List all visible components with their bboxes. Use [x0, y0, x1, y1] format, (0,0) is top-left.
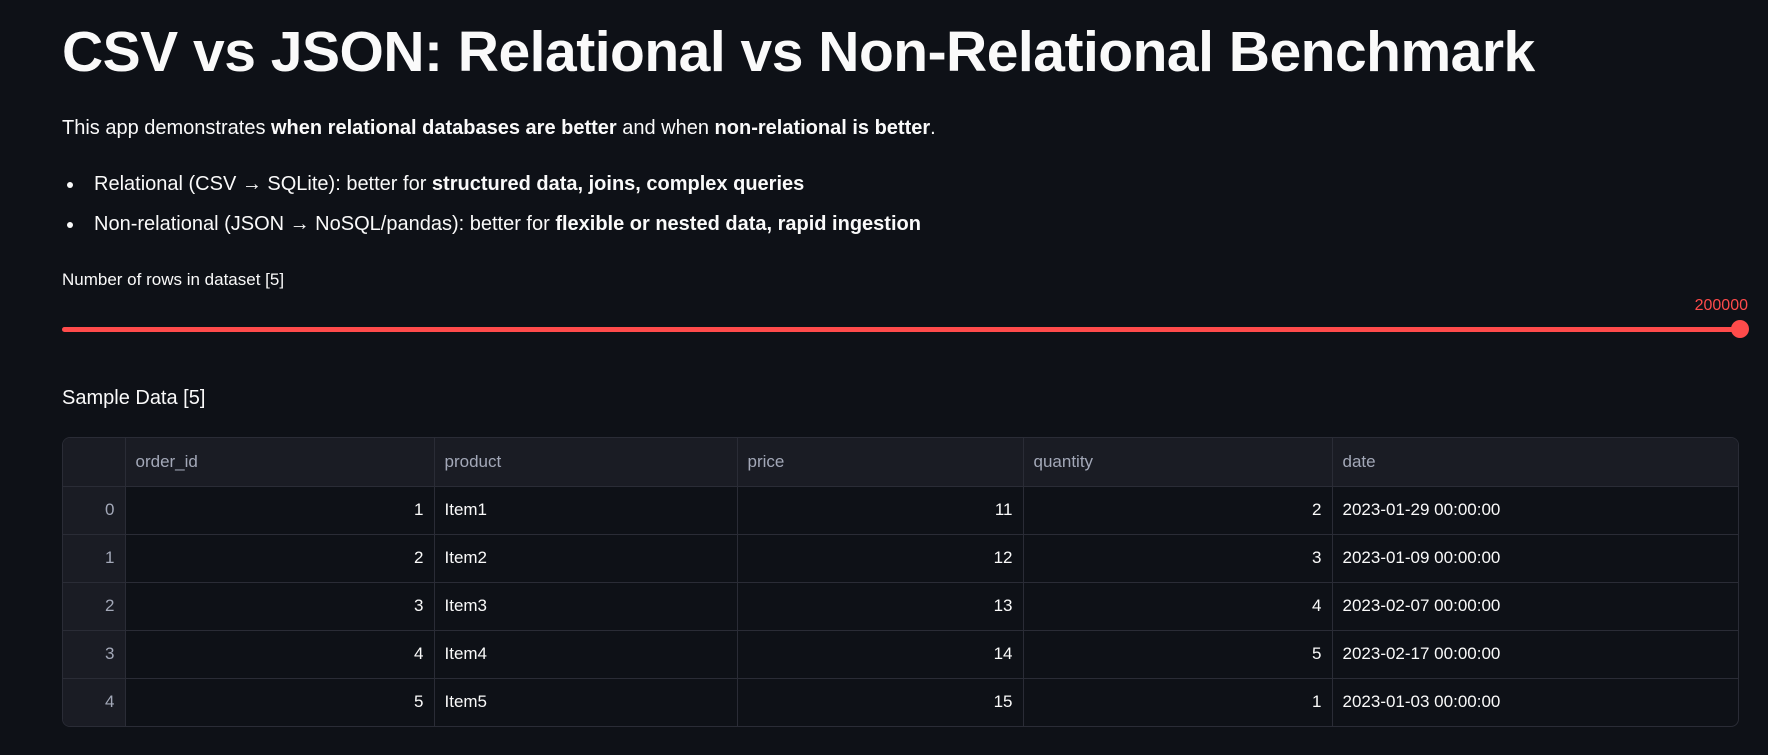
bullet-text: Relational (CSV → SQLite): better for	[94, 173, 432, 195]
intro-suffix: .	[930, 117, 936, 139]
sample-data-table[interactable]: order_id product price quantity date 0 1…	[62, 437, 1739, 727]
price-cell[interactable]: 14	[737, 630, 1024, 679]
column-header-index	[63, 438, 126, 487]
rows-slider-handle[interactable]	[1731, 320, 1749, 338]
table-row: 2 3 Item3 13 4 2023-02-07 00:00:00	[63, 582, 1738, 631]
column-header-quantity[interactable]: quantity	[1023, 438, 1333, 487]
intro-middle: and when	[616, 117, 715, 139]
product-cell[interactable]: Item3	[434, 582, 738, 631]
bullet-bold: flexible or nested data, rapid ingestion	[555, 213, 921, 235]
price-cell[interactable]: 15	[737, 678, 1024, 726]
bullet-bold: structured data, joins, complex queries	[431, 173, 805, 195]
product-cell[interactable]: Item4	[434, 630, 738, 679]
row-index-cell: 3	[63, 630, 126, 679]
list-item-relational: Relational (CSV → SQLite): better for st…	[62, 168, 921, 208]
comparison-list: Relational (CSV → SQLite): better for st…	[62, 168, 921, 248]
quantity-cell[interactable]: 1	[1023, 678, 1333, 726]
table-row: 0 1 Item1 11 2 2023-01-29 00:00:00	[63, 486, 1738, 535]
intro-bold-nonrelational: non-relational is better	[714, 117, 931, 139]
table-row: 4 5 Item5 15 1 2023-01-03 00:00:00	[63, 678, 1738, 726]
row-index-cell: 4	[63, 678, 126, 726]
date-cell[interactable]: 2023-01-29 00:00:00	[1332, 486, 1738, 535]
quantity-cell[interactable]: 3	[1023, 534, 1333, 583]
rows-slider-fill	[62, 327, 1740, 332]
quantity-cell[interactable]: 4	[1023, 582, 1333, 631]
product-cell[interactable]: Item2	[434, 534, 738, 583]
quantity-cell[interactable]: 2	[1023, 486, 1333, 535]
column-header-product[interactable]: product	[434, 438, 738, 487]
quantity-cell[interactable]: 5	[1023, 630, 1333, 679]
rows-slider-label: Number of rows in dataset [5]	[62, 270, 285, 289]
order-id-cell[interactable]: 3	[125, 582, 435, 631]
product-cell[interactable]: Item5	[434, 678, 738, 726]
date-cell[interactable]: 2023-02-07 00:00:00	[1332, 582, 1738, 631]
order-id-cell[interactable]: 2	[125, 534, 435, 583]
row-index-cell: 2	[63, 582, 126, 631]
date-cell[interactable]: 2023-01-09 00:00:00	[1332, 534, 1738, 583]
row-index-cell: 0	[63, 486, 126, 535]
intro-bold-relational: when relational databases are better	[271, 117, 617, 139]
intro-prefix: This app demonstrates	[62, 117, 271, 139]
date-cell[interactable]: 2023-02-17 00:00:00	[1332, 630, 1738, 679]
price-cell[interactable]: 12	[737, 534, 1024, 583]
column-header-order-id[interactable]: order_id	[125, 438, 435, 487]
product-cell[interactable]: Item1	[434, 486, 738, 535]
order-id-cell[interactable]: 5	[125, 678, 435, 726]
column-header-date[interactable]: date	[1332, 438, 1738, 487]
price-cell[interactable]: 13	[737, 582, 1024, 631]
bullet-text: Non-relational (JSON → NoSQL/pandas): be…	[94, 213, 556, 235]
row-index-cell: 1	[63, 534, 126, 583]
sample-data-title: Sample Data [5]	[62, 387, 206, 409]
table-row: 3 4 Item4 14 5 2023-02-17 00:00:00	[63, 630, 1738, 679]
price-cell[interactable]: 11	[737, 486, 1024, 535]
column-header-price[interactable]: price	[737, 438, 1024, 487]
table-row: 1 2 Item2 12 3 2023-01-09 00:00:00	[63, 534, 1738, 583]
rows-slider-track[interactable]	[62, 320, 1749, 338]
list-item-nonrelational: Non-relational (JSON → NoSQL/pandas): be…	[62, 208, 921, 248]
date-cell[interactable]: 2023-01-03 00:00:00	[1342, 692, 1501, 712]
rows-slider-value: 200000	[1694, 297, 1748, 314]
page-title: CSV vs JSON: Relational vs Non-Relationa…	[62, 20, 1535, 84]
order-id-cell[interactable]: 4	[125, 630, 435, 679]
table-header-row: order_id product price quantity date	[63, 438, 1738, 487]
intro-text: This app demonstrates when relational da…	[62, 112, 936, 144]
order-id-cell[interactable]: 1	[125, 486, 435, 535]
